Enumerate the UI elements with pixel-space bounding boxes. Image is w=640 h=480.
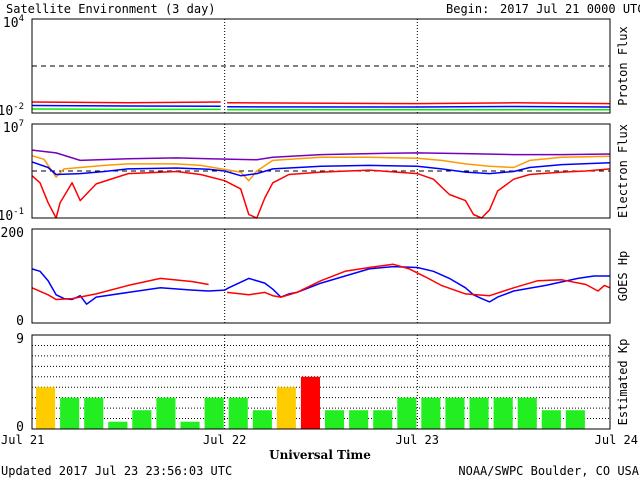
kp-bar (252, 410, 272, 429)
y-tick-exponent: -2 (13, 102, 24, 112)
y-axis-title-goes_hp: GOES Hp (616, 251, 630, 302)
footer-updated: Updated 2017 Jul 23 23:56:03 UTC (1, 464, 232, 478)
y-tick-exponent: 7 (19, 119, 24, 129)
kp-bar (132, 410, 152, 429)
x-tick-label: Jul 23 (396, 433, 439, 447)
x-tick-label: Jul 22 (203, 433, 246, 447)
kp-bar (60, 397, 80, 429)
kp-bar (421, 397, 441, 429)
x-tick-label: Jul 21 (1, 433, 44, 447)
kp-bar (469, 397, 489, 429)
y-tick-label: 9 (16, 332, 24, 347)
kp-bar (36, 387, 56, 429)
y-tick-label: 0 (16, 420, 24, 435)
kp-bar (180, 421, 200, 429)
panel-frame (31, 18, 611, 114)
y-axis-title-electron: Electron Flux (616, 124, 630, 218)
series-line-proton-2 (31, 108, 610, 111)
series-line-electron-3 (31, 168, 611, 219)
y-tick-exponent: -1 (13, 207, 24, 217)
kp-bar (493, 397, 513, 429)
kp-bar (84, 397, 104, 429)
kp-bar (276, 387, 296, 429)
kp-bar (108, 421, 128, 429)
panel-frame (31, 228, 611, 324)
kp-bar (517, 397, 537, 429)
y-tick-exponent: 4 (19, 14, 24, 24)
kp-bar (300, 376, 320, 429)
kp-bar (445, 397, 465, 429)
kp-bar (541, 410, 561, 429)
series-line-proton-0 (31, 101, 611, 105)
panel-goes_hp: 0 200 GOES Hp (1, 226, 630, 329)
panel-frame (31, 123, 611, 219)
kp-bar (565, 410, 585, 429)
y-axis-title-proton: Proton Flux (616, 26, 630, 105)
y-axis-title-kp: Estimated Kp (616, 339, 630, 426)
kp-bar (373, 410, 393, 429)
begin-time: 2017 Jul 21 0000 UTC (500, 2, 640, 16)
begin-label: Begin: (446, 2, 489, 16)
kp-bar (228, 397, 248, 429)
kp-bar (349, 410, 369, 429)
kp-bar (156, 397, 176, 429)
footer-credit: NOAA/SWPC Boulder, CO USA (458, 464, 639, 478)
series-line-electron-1 (31, 154, 611, 182)
panel-kp: 0 9 Estimated Kp (16, 332, 630, 435)
series-line-electron-2 (31, 161, 611, 177)
y-tick-label: 0 (16, 314, 24, 329)
series-line-electron-0 (31, 149, 611, 162)
panel-frame (31, 334, 611, 430)
x-tick-label: Jul 24 (595, 433, 638, 447)
y-tick-label: 200 (1, 226, 24, 241)
kp-bar (204, 397, 224, 429)
chart-title: Satellite Environment (3 day) (6, 2, 216, 16)
x-axis-title: Universal Time (269, 448, 371, 462)
series-line-proton-1 (31, 104, 611, 108)
kp-bar (325, 410, 345, 429)
kp-bar (397, 397, 417, 429)
series-line-goes_hp-1 (31, 263, 611, 301)
